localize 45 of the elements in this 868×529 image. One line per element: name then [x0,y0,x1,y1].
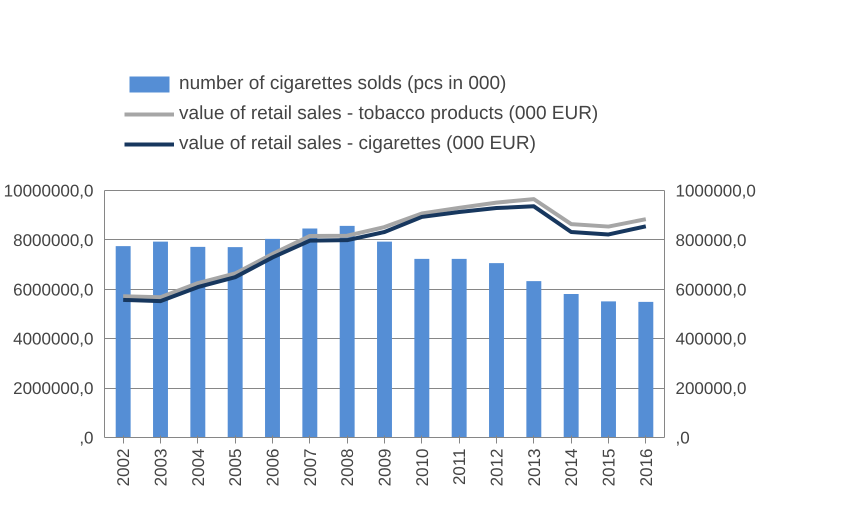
y-tick-label: ,0 [79,428,94,448]
bar [116,246,131,438]
y2-tick-label: 600000,0 [676,280,746,300]
bar [414,258,430,438]
y-tick-label: 10000000,0 [4,182,94,200]
y2-tick-label: 400000,0 [676,330,746,349]
x-tick-label: 2016 [636,448,656,486]
x-tick-label: 2004 [188,448,208,486]
bar [302,228,318,438]
x-tick-label: 2013 [524,448,544,486]
bar [265,238,280,438]
legend-label: number of cigarettes solds (pcs in 000) [179,73,506,95]
x-tick-label: 2002 [114,448,134,486]
x-tick-label: 2010 [412,448,432,486]
bar [601,301,616,438]
y-tick-label: 4000000,0 [13,330,94,349]
y2-tick-label: 200000,0 [676,379,746,398]
x-tick-label: 2007 [300,448,320,486]
y2-tick-label: 800000,0 [676,230,746,250]
bar [153,242,168,438]
y-tick-label: 2000000,0 [13,379,94,398]
bar [526,281,542,438]
legend-label: value of retail sales - cigarettes (000 EUR) [179,133,536,155]
y2-tick-label: 1000000,0 [676,182,756,200]
bar [190,246,206,438]
bar [564,294,579,438]
x-tick-label: 2012 [488,448,506,486]
bar [340,226,355,438]
x-tick-label: 2005 [226,448,246,486]
bar [452,258,467,438]
bar [638,302,654,438]
bar [377,242,392,438]
x-tick-label: 2006 [264,448,282,486]
y-tick-label: 8000000,0 [13,230,94,250]
x-tick-label: 2014 [562,448,582,486]
bar [489,263,504,438]
x-tick-label: 2008 [338,448,358,486]
y2-tick-label: ,0 [676,428,690,448]
x-tick-label: 2009 [376,448,394,486]
x-tick-label: 2003 [152,448,170,486]
legend-label: value of retail sales - tobacco products (000 EUR) [179,103,598,125]
x-tick-label: 2015 [600,448,618,486]
y-tick-label: 6000000,0 [13,280,94,300]
bar [228,247,243,438]
x-tick-label: 2011 [450,448,470,486]
